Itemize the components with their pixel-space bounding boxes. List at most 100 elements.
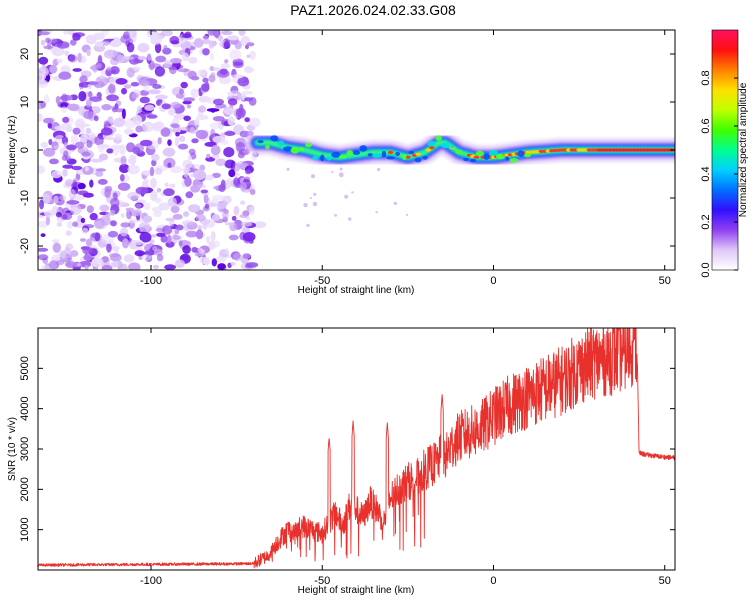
ridge-node xyxy=(483,153,490,160)
noise-blob xyxy=(195,214,206,222)
noise-blob xyxy=(151,153,160,162)
noise-blob xyxy=(193,38,204,48)
noise-blob xyxy=(155,55,167,63)
snr-y-axis: 1000 2000 3000 4000 5000 xyxy=(19,356,675,542)
noise-blob xyxy=(217,263,226,270)
noise-blob xyxy=(183,168,190,178)
noise-blob xyxy=(80,217,86,223)
ridge-node xyxy=(257,140,264,144)
ridge-node xyxy=(455,149,463,155)
noise-blob xyxy=(103,120,110,126)
noise-blob xyxy=(178,135,186,142)
noise-blob xyxy=(43,147,56,157)
noise-blob xyxy=(142,215,153,223)
snr-y-axis-label: SNR (10 * v/v) xyxy=(7,417,18,481)
noise-blob xyxy=(156,232,166,237)
noise-blob xyxy=(70,134,79,145)
noise-blob xyxy=(110,57,119,66)
noise-blob xyxy=(123,254,135,263)
ridge-node xyxy=(395,151,400,156)
noise-blob xyxy=(198,105,207,113)
noise-dot xyxy=(309,196,312,200)
noise-blob xyxy=(245,169,252,175)
noise-blob xyxy=(100,215,111,226)
ridge-node xyxy=(517,150,525,158)
noise-blob xyxy=(128,262,141,270)
noise-blob xyxy=(82,192,94,198)
ridge-core xyxy=(425,148,432,152)
noise-blob xyxy=(72,127,81,135)
snr-x-tick-label: -50 xyxy=(314,575,330,587)
noise-dot xyxy=(375,211,378,214)
noise-blob xyxy=(68,54,78,63)
noise-blob xyxy=(172,213,183,220)
noise-blob xyxy=(169,36,180,45)
noise-dot xyxy=(313,192,317,196)
noise-dot xyxy=(338,172,344,178)
noise-blob xyxy=(239,130,250,138)
noise-blob xyxy=(183,115,191,122)
ridge-node xyxy=(312,155,319,161)
noise-blob xyxy=(227,98,238,106)
noise-blob xyxy=(212,135,226,144)
noise-blob xyxy=(69,250,79,257)
noise-blob xyxy=(215,202,227,210)
noise-blob xyxy=(172,235,183,241)
noise-blob xyxy=(91,233,97,238)
noise-blob xyxy=(220,63,231,69)
noise-blob xyxy=(210,72,216,79)
noise-blob xyxy=(182,33,192,38)
noise-blob xyxy=(95,171,104,177)
noise-dot xyxy=(310,174,316,179)
noise-blob xyxy=(209,122,221,129)
noise-blob xyxy=(38,72,46,82)
noise-blob xyxy=(185,191,194,199)
noise-blob xyxy=(210,128,216,139)
spectrogram-y-tick-label: 20 xyxy=(19,48,31,60)
noise-dot xyxy=(348,217,352,221)
noise-blob xyxy=(135,186,149,195)
noise-blob xyxy=(152,84,162,89)
ridge-node xyxy=(524,153,532,158)
noise-blob xyxy=(53,145,60,150)
noise-blob xyxy=(206,153,211,159)
noise-blob xyxy=(223,40,230,49)
noise-blob xyxy=(147,53,152,61)
noise-blob xyxy=(85,238,93,247)
spectrogram-y-axis-label: Frequency (Hz) xyxy=(7,116,18,185)
noise-blob xyxy=(240,200,246,205)
ridge-node xyxy=(386,156,396,160)
noise-dot xyxy=(344,194,349,199)
noise-blob xyxy=(106,243,112,253)
noise-blob xyxy=(114,133,122,141)
noise-blob xyxy=(62,169,68,177)
noise-blob xyxy=(231,215,237,221)
noise-blob xyxy=(89,96,102,102)
ridge-core xyxy=(415,152,421,156)
noise-dot xyxy=(393,201,397,206)
noise-blob xyxy=(95,168,106,172)
noise-blob xyxy=(56,58,63,64)
noise-blob xyxy=(127,191,140,200)
noise-blob xyxy=(100,127,113,136)
spectrogram-y-tick-label: 10 xyxy=(19,96,31,108)
noise-blob xyxy=(72,221,79,227)
noise-blob xyxy=(224,248,229,255)
noise-dot xyxy=(331,171,334,174)
noise-blob xyxy=(195,229,204,240)
noise-dot xyxy=(377,167,381,172)
noise-blob xyxy=(44,210,56,217)
ridge-node xyxy=(475,150,484,156)
noise-blob xyxy=(175,224,184,231)
noise-blob xyxy=(160,30,173,37)
noise-blob xyxy=(170,123,180,128)
noise-blob xyxy=(151,234,157,238)
colorbar-tick-label: 0.2 xyxy=(700,214,712,229)
noise-blob xyxy=(205,235,211,244)
noise-blob xyxy=(132,114,143,126)
noise-blob xyxy=(66,200,80,205)
noise-blob xyxy=(81,227,89,234)
noise-blob xyxy=(120,213,125,218)
noise-blob xyxy=(181,52,190,62)
ridge-node xyxy=(265,144,270,150)
